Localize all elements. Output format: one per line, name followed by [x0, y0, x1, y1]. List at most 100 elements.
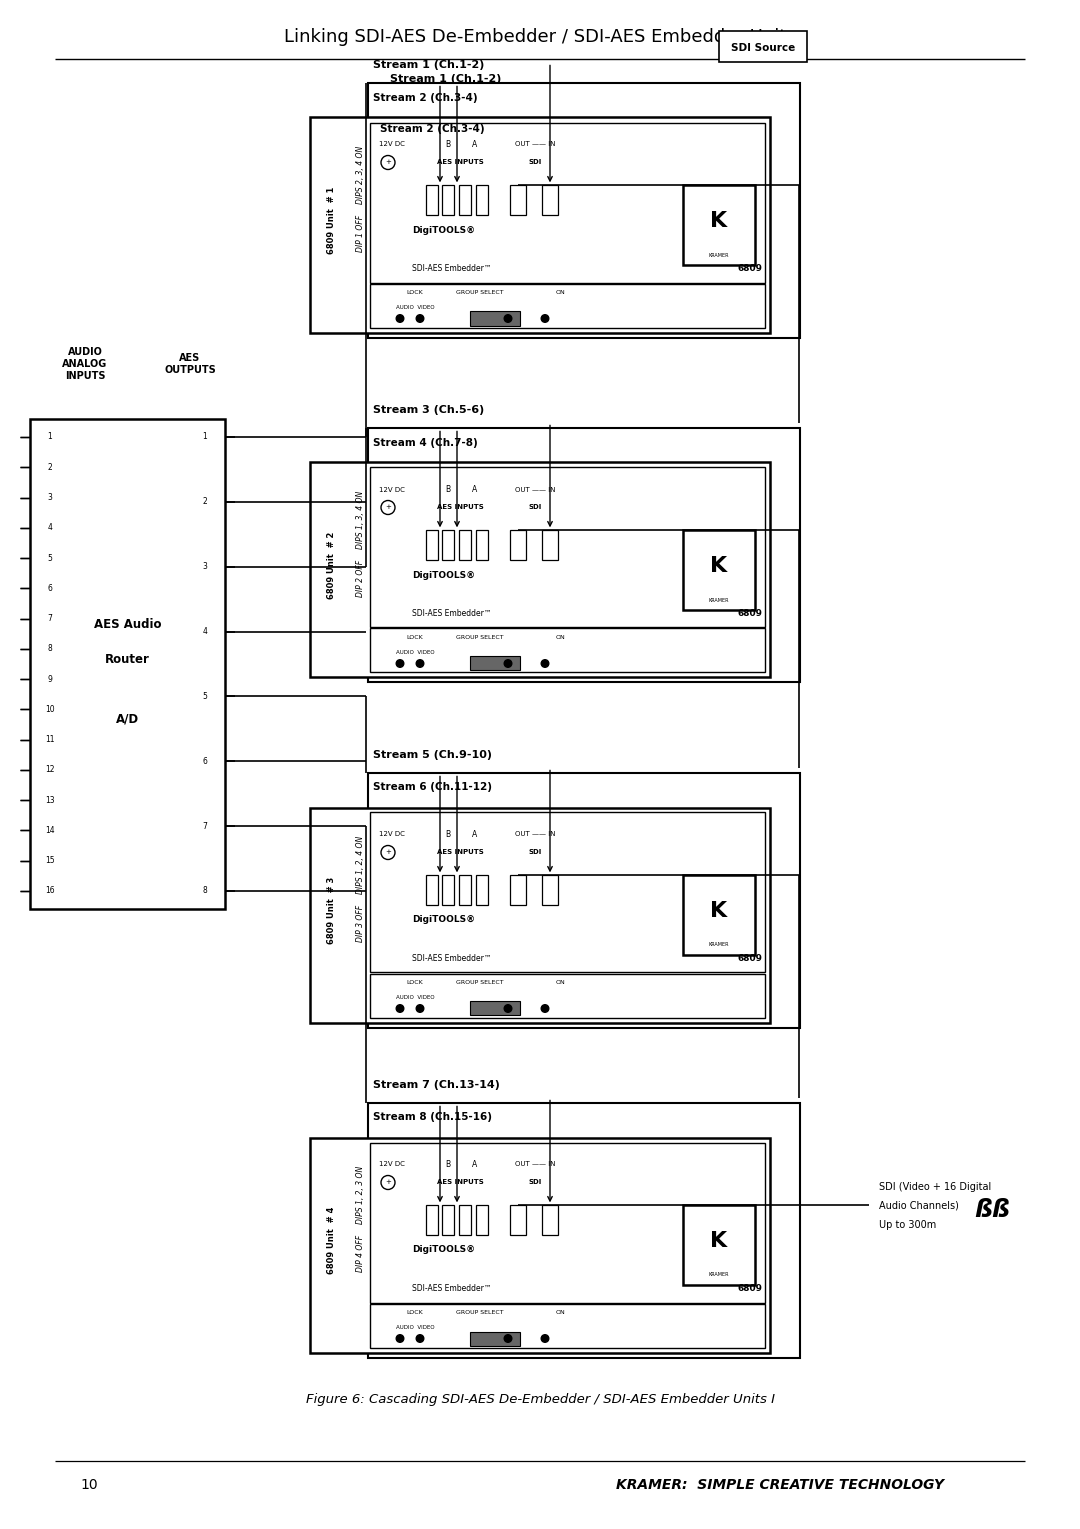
Bar: [459, 875, 471, 905]
Text: KRAMER: KRAMER: [708, 942, 729, 948]
Text: GROUP SELECT: GROUP SELECT: [456, 635, 503, 641]
Circle shape: [416, 659, 423, 667]
Bar: [476, 875, 488, 905]
Text: +: +: [386, 1179, 391, 1185]
Bar: [426, 185, 438, 216]
Text: 1: 1: [203, 433, 207, 442]
Circle shape: [541, 315, 549, 323]
Text: ON: ON: [555, 1310, 565, 1315]
Text: KRAMER:  SIMPLE CREATIVE TECHNOLOGY: KRAMER: SIMPLE CREATIVE TECHNOLOGY: [616, 1479, 944, 1492]
Text: Stream 2 (Ch.3-4): Stream 2 (Ch.3-4): [373, 92, 477, 102]
Text: 6809 Unit  # 1: 6809 Unit # 1: [327, 187, 337, 254]
Text: AUDIO  VIDEO: AUDIO VIDEO: [395, 1326, 434, 1330]
Text: DIPS 1, 2, 4 ON: DIPS 1, 2, 4 ON: [355, 836, 365, 894]
Text: DigiTOOLS®: DigiTOOLS®: [411, 225, 475, 234]
Text: 8: 8: [48, 644, 52, 653]
Bar: [510, 875, 526, 905]
Text: OUT —— IN: OUT —— IN: [515, 1162, 555, 1168]
Circle shape: [504, 1335, 512, 1342]
Text: Stream 1 (Ch.1-2): Stream 1 (Ch.1-2): [373, 60, 484, 69]
Bar: [426, 875, 438, 905]
Circle shape: [396, 315, 404, 323]
Bar: [683, 1205, 755, 1284]
Bar: [30, 419, 225, 910]
Text: AES INPUTS: AES INPUTS: [436, 159, 484, 165]
Bar: [442, 531, 454, 560]
Bar: [368, 83, 800, 338]
Text: DIP 1 OFF: DIP 1 OFF: [355, 214, 365, 252]
Circle shape: [416, 1335, 423, 1342]
Text: GROUP SELECT: GROUP SELECT: [456, 980, 503, 985]
Text: +: +: [386, 505, 391, 511]
Bar: [459, 185, 471, 216]
Text: LOCK: LOCK: [407, 1310, 423, 1315]
Text: 5: 5: [48, 553, 53, 563]
Text: B: B: [445, 1161, 450, 1170]
Text: 6809: 6809: [738, 609, 762, 618]
Text: GROUP SELECT: GROUP SELECT: [456, 1310, 503, 1315]
Text: Stream 2 (Ch.3-4): Stream 2 (Ch.3-4): [380, 124, 485, 135]
Text: 10: 10: [80, 1479, 97, 1492]
Bar: [370, 468, 765, 627]
Bar: [510, 1205, 526, 1235]
Text: DIPS 1, 3, 4 ON: DIPS 1, 3, 4 ON: [355, 491, 365, 549]
Text: ON: ON: [555, 980, 565, 985]
Text: SDI: SDI: [528, 1179, 542, 1185]
Text: Stream 3 (Ch.5-6): Stream 3 (Ch.5-6): [373, 405, 484, 414]
Bar: [470, 312, 519, 326]
Text: 11: 11: [45, 735, 55, 745]
Bar: [476, 531, 488, 560]
Text: 7: 7: [203, 821, 207, 830]
Text: SDI-AES Embedder™: SDI-AES Embedder™: [411, 1284, 491, 1294]
Bar: [470, 1001, 519, 1015]
Circle shape: [396, 1005, 404, 1012]
Text: LOCK: LOCK: [407, 291, 423, 295]
Bar: [426, 1205, 438, 1235]
Bar: [370, 122, 765, 283]
Text: AES INPUTS: AES INPUTS: [436, 850, 484, 856]
Bar: [683, 185, 755, 265]
Text: DIP 2 OFF: DIP 2 OFF: [355, 560, 365, 596]
Text: Up to 300m: Up to 300m: [879, 1220, 936, 1231]
Text: 8: 8: [203, 887, 207, 896]
Text: 10: 10: [45, 705, 55, 714]
Bar: [310, 807, 770, 1023]
Text: 13: 13: [45, 795, 55, 804]
Text: SDI-AES Embedder™: SDI-AES Embedder™: [411, 609, 491, 618]
Text: AUDIO  VIDEO: AUDIO VIDEO: [395, 650, 434, 654]
Bar: [470, 656, 519, 671]
Text: 6809 Unit  # 3: 6809 Unit # 3: [327, 876, 337, 943]
Bar: [510, 185, 526, 216]
Text: 12: 12: [45, 766, 55, 774]
Text: 2: 2: [48, 463, 52, 472]
Text: LOCK: LOCK: [407, 635, 423, 641]
Text: SDI-AES Embedder™: SDI-AES Embedder™: [411, 265, 491, 274]
Text: 15: 15: [45, 856, 55, 865]
Text: DIPS 1, 2, 3 ON: DIPS 1, 2, 3 ON: [355, 1167, 365, 1225]
Text: AUDIO  VIDEO: AUDIO VIDEO: [395, 304, 434, 310]
Text: A: A: [472, 1161, 477, 1170]
Bar: [542, 875, 558, 905]
Bar: [442, 185, 454, 216]
Text: Linking SDI-AES De-Embedder / SDI-AES Embedder Units: Linking SDI-AES De-Embedder / SDI-AES Em…: [284, 28, 796, 46]
Bar: [370, 283, 765, 327]
Text: A: A: [472, 141, 477, 148]
Text: SDI (Video + 16 Digital: SDI (Video + 16 Digital: [879, 1182, 991, 1193]
Text: Audio Channels): Audio Channels): [879, 1200, 959, 1211]
Text: Router: Router: [105, 653, 150, 667]
Bar: [370, 974, 765, 1017]
Text: 7: 7: [48, 615, 53, 624]
Text: LOCK: LOCK: [407, 980, 423, 985]
Text: Stream 7 (Ch.13-14): Stream 7 (Ch.13-14): [373, 1079, 500, 1090]
Bar: [459, 1205, 471, 1235]
Text: 16: 16: [45, 887, 55, 896]
Text: DIP 3 OFF: DIP 3 OFF: [355, 905, 365, 942]
Circle shape: [541, 659, 549, 667]
Text: Stream 1 (Ch.1-2): Stream 1 (Ch.1-2): [390, 75, 501, 84]
Text: AES Audio: AES Audio: [94, 618, 161, 631]
Text: K: K: [711, 901, 728, 920]
Text: 4: 4: [203, 627, 207, 636]
Text: Stream 5 (Ch.9-10): Stream 5 (Ch.9-10): [373, 749, 492, 760]
Text: DigiTOOLS®: DigiTOOLS®: [411, 916, 475, 925]
Text: AES
OUTPUTS: AES OUTPUTS: [164, 353, 216, 375]
